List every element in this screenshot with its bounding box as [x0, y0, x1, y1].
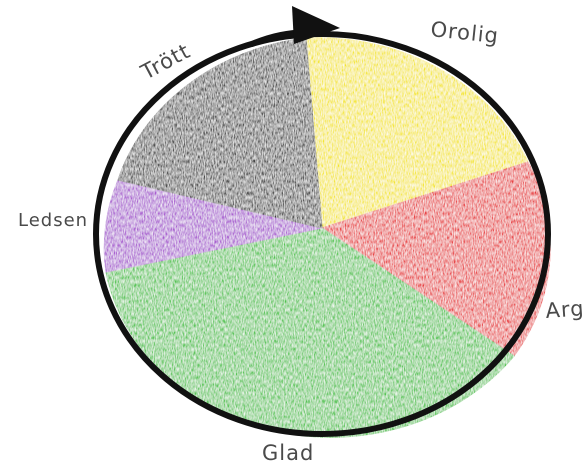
- segment-trott: [117, 37, 323, 229]
- clockwise-arrow-icon: [249, 6, 340, 47]
- segment-orolig: [305, 37, 529, 229]
- label-ledsen: Ledsen: [18, 210, 88, 231]
- label-glad: Glad: [262, 441, 314, 465]
- label-arg: Arg: [545, 296, 584, 323]
- segment-ledsen: [103, 179, 323, 273]
- label-orolig: Orolig: [429, 17, 500, 48]
